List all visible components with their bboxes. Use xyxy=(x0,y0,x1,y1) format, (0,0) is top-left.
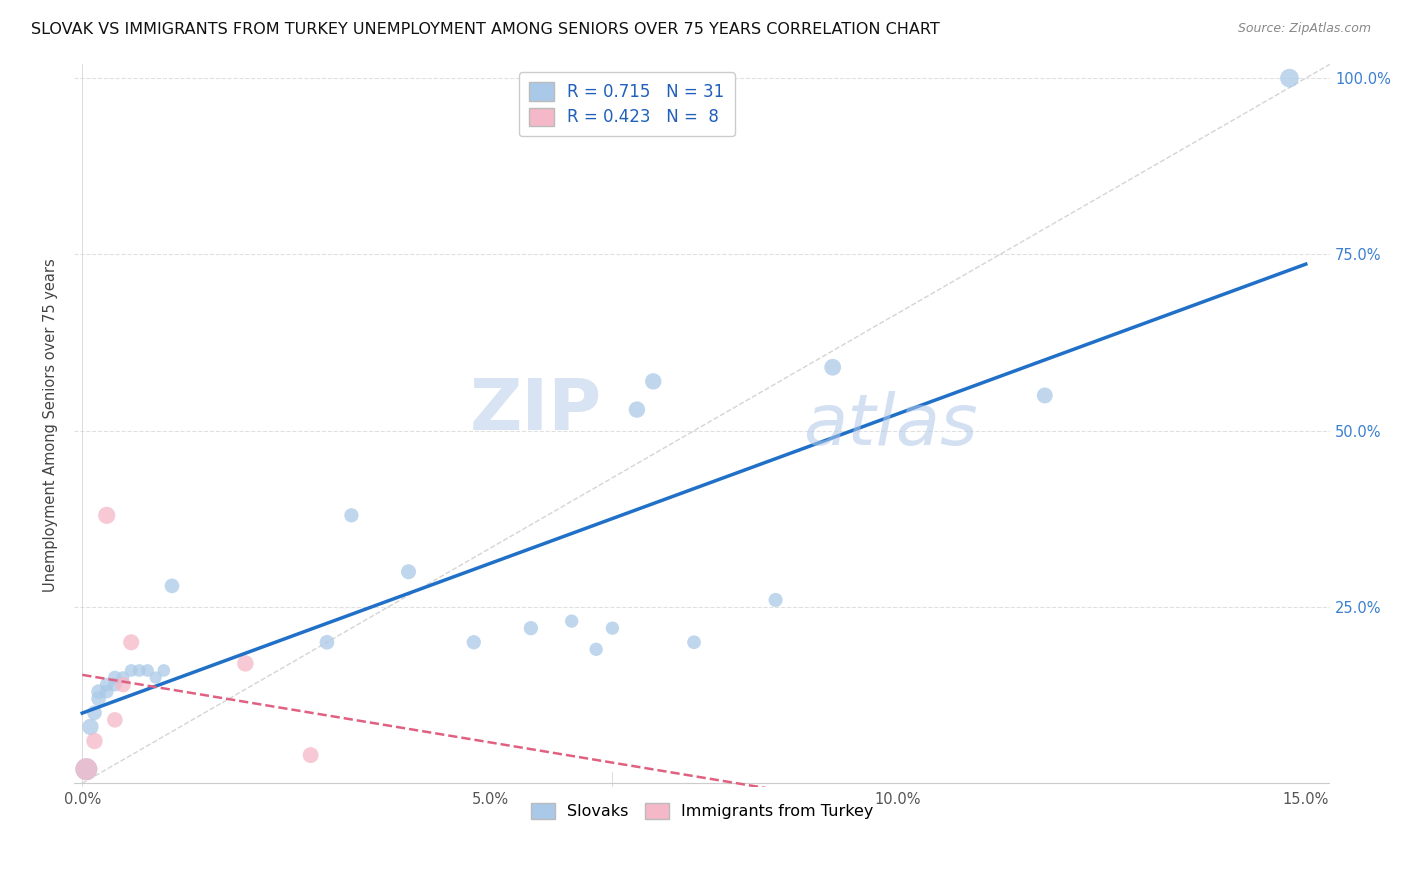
Point xyxy=(104,713,127,727)
Text: SLOVAK VS IMMIGRANTS FROM TURKEY UNEMPLOYMENT AMONG SENIORS OVER 75 YEARS CORREL: SLOVAK VS IMMIGRANTS FROM TURKEY UNEMPLO… xyxy=(31,22,939,37)
Point xyxy=(87,684,110,698)
Point xyxy=(398,565,420,579)
Point xyxy=(112,677,135,691)
Point xyxy=(1278,71,1301,86)
Text: atlas: atlas xyxy=(803,391,977,460)
Point xyxy=(128,664,150,678)
Legend: Slovaks, Immigrants from Turkey: Slovaks, Immigrants from Turkey xyxy=(524,797,880,826)
Point xyxy=(821,360,844,375)
Point xyxy=(145,671,167,685)
Point xyxy=(96,677,118,691)
Point xyxy=(136,664,159,678)
Point xyxy=(120,635,142,649)
Point xyxy=(340,508,363,523)
Point xyxy=(561,614,583,628)
Point xyxy=(83,706,105,720)
Point xyxy=(683,635,706,649)
Point xyxy=(626,402,648,417)
Point xyxy=(96,508,118,523)
Point xyxy=(765,593,787,607)
Point xyxy=(1033,388,1056,402)
Point xyxy=(120,664,142,678)
Point xyxy=(83,734,105,748)
Point xyxy=(96,684,118,698)
Point xyxy=(87,691,110,706)
Point xyxy=(79,720,101,734)
Point xyxy=(585,642,607,657)
Y-axis label: Unemployment Among Seniors over 75 years: Unemployment Among Seniors over 75 years xyxy=(44,259,58,592)
Point xyxy=(643,375,665,389)
Text: ZIP: ZIP xyxy=(470,376,602,445)
Point xyxy=(463,635,485,649)
Point xyxy=(235,657,257,671)
Point xyxy=(112,671,135,685)
Point xyxy=(160,579,183,593)
Point xyxy=(75,762,97,776)
Text: Source: ZipAtlas.com: Source: ZipAtlas.com xyxy=(1237,22,1371,36)
Point xyxy=(75,762,97,776)
Point xyxy=(316,635,339,649)
Point xyxy=(520,621,543,635)
Point xyxy=(153,664,176,678)
Point xyxy=(104,671,127,685)
Point xyxy=(299,748,322,763)
Point xyxy=(602,621,624,635)
Point xyxy=(104,677,127,691)
